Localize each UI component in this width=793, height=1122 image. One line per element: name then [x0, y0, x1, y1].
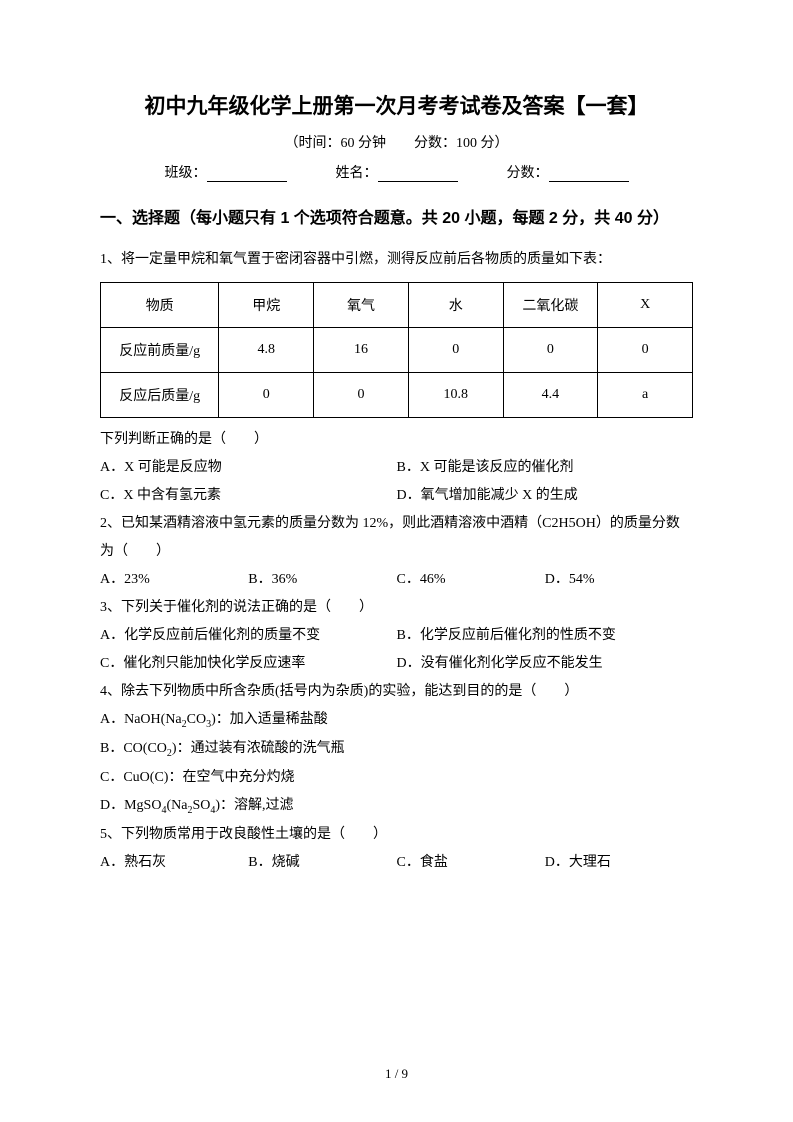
option-d: D．54% — [545, 566, 693, 594]
page-number: 1 / 9 — [0, 1066, 793, 1082]
exam-subtitle: （时间：60 分钟 分数：100 分） — [100, 132, 693, 152]
option-a: A．熟石灰 — [100, 849, 248, 877]
table-cell: 物质 — [101, 283, 219, 328]
score-blank[interactable] — [549, 166, 629, 182]
option-b: B．化学反应前后催化剂的性质不变 — [397, 622, 694, 650]
option-c: C．X 中含有氢元素 — [100, 482, 397, 510]
table-cell: 0 — [219, 373, 314, 418]
option-d: D．氧气增加能减少 X 的生成 — [397, 482, 694, 510]
table-cell: 0 — [408, 328, 503, 373]
table-row: 反应后质量/g 0 0 10.8 4.4 a — [101, 373, 693, 418]
table-cell: 反应前质量/g — [101, 328, 219, 373]
info-line: 班级： 姓名： 分数： — [100, 162, 693, 182]
q3-stem: 3、下列关于催化剂的说法正确的是（ ） — [100, 594, 693, 622]
class-blank[interactable] — [207, 166, 287, 182]
q1-table: 物质 甲烷 氧气 水 二氧化碳 X 反应前质量/g 4.8 16 0 0 0 反… — [100, 282, 693, 418]
q1-stem: 1、将一定量甲烷和氧气置于密闭容器中引燃，测得反应前后各物质的质量如下表： — [100, 246, 693, 274]
table-row: 物质 甲烷 氧气 水 二氧化碳 X — [101, 283, 693, 328]
q4-option-a: A．NaOH(Na2CO3)：加入适量稀盐酸 — [100, 706, 693, 735]
table-cell: 16 — [314, 328, 409, 373]
q2-options: A．23% B．36% C．46% D．54% — [100, 566, 693, 594]
table-cell: 氧气 — [314, 283, 409, 328]
option-d: D．没有催化剂化学反应不能发生 — [397, 650, 694, 678]
q4-option-d: D．MgSO4(Na2SO4)：溶解,过滤 — [100, 792, 693, 821]
table-cell: 反应后质量/g — [101, 373, 219, 418]
q1-options: A．X 可能是反应物 B．X 可能是该反应的催化剂 C．X 中含有氢元素 D．氧… — [100, 454, 693, 510]
option-b: B．X 可能是该反应的催化剂 — [397, 454, 694, 482]
option-d: D．大理石 — [545, 849, 693, 877]
option-c: C．46% — [397, 566, 545, 594]
table-cell: 甲烷 — [219, 283, 314, 328]
q4-option-c: C．CuO(C)：在空气中充分灼烧 — [100, 764, 693, 792]
table-cell: a — [598, 373, 693, 418]
q1-after: 下列判断正确的是（ ） — [100, 426, 693, 454]
option-a: A．化学反应前后催化剂的质量不变 — [100, 622, 397, 650]
q2-stem: 2、已知某酒精溶液中氢元素的质量分数为 12%，则此酒精溶液中酒精（C2H5OH… — [100, 510, 693, 566]
table-cell: X — [598, 283, 693, 328]
table-cell: 4.8 — [219, 328, 314, 373]
score-label: 分数： — [507, 166, 549, 181]
name-blank[interactable] — [378, 166, 458, 182]
option-b: B．烧碱 — [248, 849, 396, 877]
option-a: A．23% — [100, 566, 248, 594]
table-cell: 0 — [314, 373, 409, 418]
table-cell: 4.4 — [503, 373, 598, 418]
q3-options: A．化学反应前后催化剂的质量不变 B．化学反应前后催化剂的性质不变 C．催化剂只… — [100, 622, 693, 678]
table-cell: 10.8 — [408, 373, 503, 418]
table-row: 反应前质量/g 4.8 16 0 0 0 — [101, 328, 693, 373]
table-cell: 0 — [503, 328, 598, 373]
option-a: A．X 可能是反应物 — [100, 454, 397, 482]
table-cell: 水 — [408, 283, 503, 328]
section1-header: 一、选择题（每小题只有 1 个选项符合题意。共 20 小题，每题 2 分，共 4… — [100, 200, 693, 238]
table-cell: 二氧化碳 — [503, 283, 598, 328]
q4-stem: 4、除去下列物质中所含杂质(括号内为杂质)的实验，能达到目的的是（ ） — [100, 678, 693, 706]
option-b: B．36% — [248, 566, 396, 594]
table-cell: 0 — [598, 328, 693, 373]
option-c: C．食盐 — [397, 849, 545, 877]
class-label: 班级： — [165, 166, 207, 181]
option-c: C．催化剂只能加快化学反应速率 — [100, 650, 397, 678]
q5-options: A．熟石灰 B．烧碱 C．食盐 D．大理石 — [100, 849, 693, 877]
q5-stem: 5、下列物质常用于改良酸性土壤的是（ ） — [100, 821, 693, 849]
exam-title: 初中九年级化学上册第一次月考考试卷及答案【一套】 — [100, 90, 693, 120]
q4-option-b: B．CO(CO2)：通过装有浓硫酸的洗气瓶 — [100, 735, 693, 764]
name-label: 姓名： — [336, 166, 378, 181]
